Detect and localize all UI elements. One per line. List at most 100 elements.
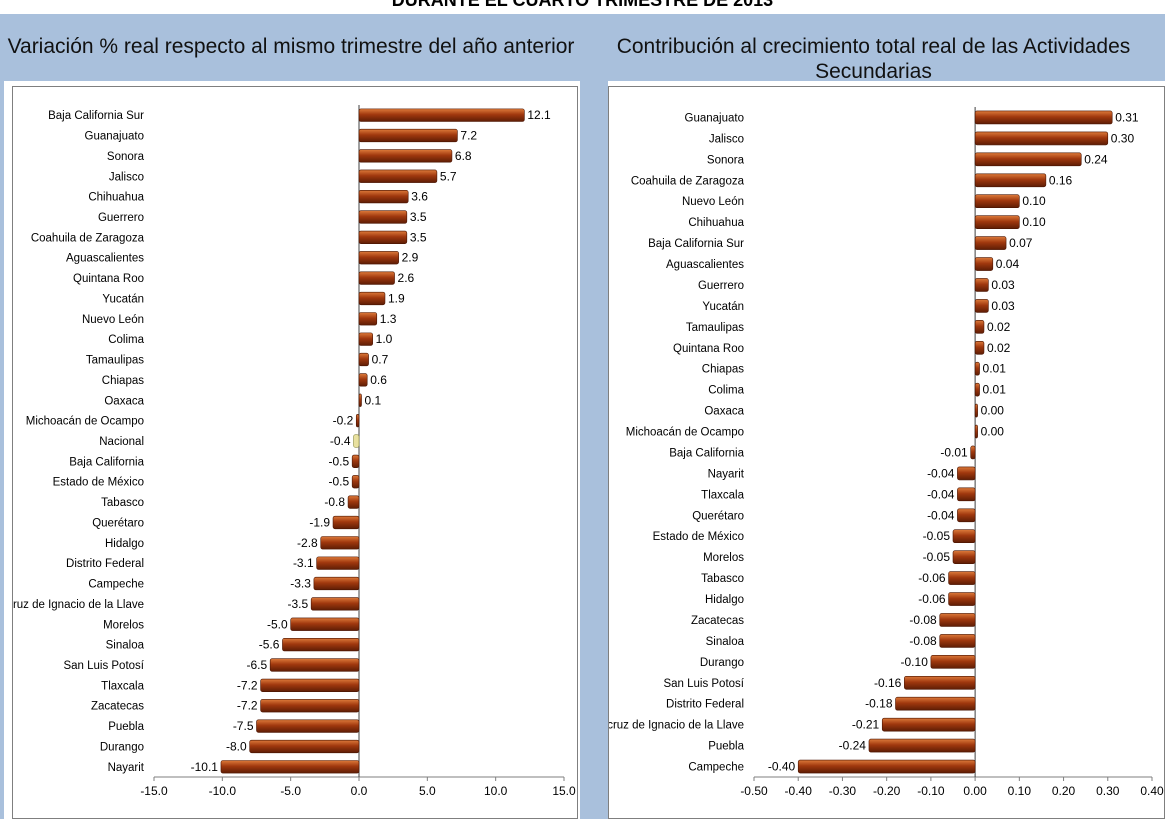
right-panel-header: Contribución al crecimiento total real d… xyxy=(582,14,1165,83)
variation-category-label-chihuahua: Chihuahua xyxy=(88,192,144,204)
contribution-data-label-san-luis-potosi: -0.16 xyxy=(874,676,902,690)
variation-category-label-nacional: Nacional xyxy=(99,436,144,448)
variation-category-label-zacatecas: Zacatecas xyxy=(91,701,144,713)
variation-bar-nuevo-leon xyxy=(358,312,378,326)
contribution-x-tick-label: -0.20 xyxy=(873,784,901,798)
contribution-category-label-oaxaca: Oaxaca xyxy=(704,406,744,418)
variation-bar-nacional xyxy=(353,434,360,448)
contribution-bar-yucatan xyxy=(974,299,989,313)
contribution-category-label-sonora: Sonora xyxy=(707,154,745,166)
right-panel-title: Contribución al crecimiento total real d… xyxy=(616,35,1131,83)
contribution-category-label-colima: Colima xyxy=(708,385,744,397)
contribution-bar-morelos xyxy=(952,550,976,564)
contribution-category-label-guanajuato: Guanajuato xyxy=(685,112,744,124)
variation-data-label-tlaxcala: -7.2 xyxy=(237,678,258,692)
contribution-bar-baja-california xyxy=(970,445,976,460)
contribution-data-label-oaxaca: 0.00 xyxy=(981,404,1005,418)
contribution-x-tick-label: -0.10 xyxy=(917,784,945,798)
contribution-x-tick-label: 0.00 xyxy=(963,784,987,798)
contribution-data-label-tlaxcala: -0.04 xyxy=(927,487,955,501)
contribution-category-label-distrito-federal: Distrito Federal xyxy=(666,699,744,711)
variation-data-label-guanajuato: 7.2 xyxy=(460,129,477,143)
contribution-data-label-colima: 0.01 xyxy=(983,383,1007,397)
variation-data-label-estado-de-mexico: -0.5 xyxy=(328,475,349,489)
contribution-data-label-campeche: -0.40 xyxy=(768,760,796,774)
contribution-bar-tlaxcala xyxy=(957,487,976,502)
variation-bar-campeche xyxy=(313,576,360,591)
contribution-category-label-puebla: Puebla xyxy=(708,741,744,753)
variation-category-label-estado-de-mexico: Estado de México xyxy=(53,477,144,489)
variation-data-label-sonora: 6.8 xyxy=(455,149,472,163)
left-panel-header: Variación % real respecto al mismo trime… xyxy=(0,14,582,81)
contribution-category-label-sinaloa: Sinaloa xyxy=(706,636,745,648)
contribution-data-label-guanajuato: 0.31 xyxy=(1115,110,1139,124)
variation-bar-sinaloa xyxy=(282,638,360,652)
variation-data-label-durango: -8.0 xyxy=(226,739,247,753)
contribution-bar-aguascalientes xyxy=(974,257,994,271)
contribution-bar-jalisco xyxy=(974,131,1109,146)
contribution-category-label-baja-california-sur: Baja California Sur xyxy=(648,238,744,250)
contribution-data-label-quintana-roo: 0.02 xyxy=(987,341,1011,355)
variation-x-tick-label: -15.0 xyxy=(140,784,168,798)
variation-data-label-distrito-federal: -3.1 xyxy=(293,556,314,570)
contribution-bar-durango xyxy=(930,655,976,669)
contribution-bar-coahuila-de-zaragoza xyxy=(974,173,1047,188)
variation-category-label-puebla: Puebla xyxy=(108,721,144,733)
variation-category-label-sinaloa: Sinaloa xyxy=(106,640,145,652)
variation-category-label-morelos: Morelos xyxy=(103,619,144,631)
variation-data-label-veracruz-de-ignacio-de-la-llave: -3.5 xyxy=(287,597,308,611)
contribution-category-label-tlaxcala: Tlaxcala xyxy=(701,489,744,501)
contribution-data-label-guerrero: 0.03 xyxy=(991,278,1015,292)
contribution-category-label-michoacan-de-ocampo: Michoacán de Ocampo xyxy=(626,427,744,439)
contribution-category-label-aguascalientes: Aguascalientes xyxy=(666,259,744,271)
contribution-data-label-durango: -0.10 xyxy=(901,655,929,669)
variation-data-label-nayarit: -10.1 xyxy=(191,760,219,774)
variation-data-label-zacatecas: -7.2 xyxy=(237,699,258,713)
contribution-data-label-nuevo-leon: 0.10 xyxy=(1022,194,1046,208)
variation-bar-colima xyxy=(358,332,373,346)
banner-title: DURANTE EL CUARTO TRIMESTRE DE 2013 xyxy=(391,0,774,10)
contribution-x-tick-label: -0.30 xyxy=(829,784,857,798)
contribution-data-label-tabasco: -0.06 xyxy=(918,571,946,585)
contribution-data-label-aguascalientes: 0.04 xyxy=(996,257,1020,271)
contribution-data-label-nayarit: -0.04 xyxy=(927,466,955,480)
contribution-category-label-durango: Durango xyxy=(700,657,744,669)
variation-bar-puebla xyxy=(256,719,360,733)
variation-data-label-chiapas: 0.6 xyxy=(370,373,387,387)
variation-bar-coahuila-de-zaragoza xyxy=(358,230,408,244)
variation-data-label-yucatan: 1.9 xyxy=(388,291,405,305)
variation-bar-aguascalientes xyxy=(358,251,399,265)
variation-data-label-sinaloa: -5.6 xyxy=(259,638,280,652)
contribution-bar-oaxaca xyxy=(974,403,978,418)
variation-data-label-coahuila-de-zaragoza: 3.5 xyxy=(410,230,427,244)
contribution-category-label-tamaulipas: Tamaulipas xyxy=(686,322,744,334)
variation-bar-chihuahua xyxy=(358,190,409,204)
variation-bar-distrito-federal xyxy=(316,556,360,570)
contribution-data-label-zacatecas: -0.08 xyxy=(909,613,937,627)
variation-category-label-michoacan-de-ocampo: Michoacán de Ocampo xyxy=(26,416,144,428)
contribution-bar-chart: -0.50 -0.40 -0.30 -0.20 -0.10 0.00 0.10 0.20 0.3… xyxy=(609,107,1164,798)
variation-data-label-colima: 1.0 xyxy=(376,332,393,346)
contribution-bar-quintana-roo xyxy=(974,340,985,355)
contribution-category-label-queretaro: Querétaro xyxy=(692,510,744,522)
variation-category-label-tamaulipas: Tamaulipas xyxy=(86,355,144,367)
variation-category-label-quintana-roo: Quintana Roo xyxy=(73,273,144,285)
variation-bar-estado-de-mexico xyxy=(351,475,360,489)
contribution-category-label-chihuahua: Chihuahua xyxy=(688,217,744,229)
contribution-x-tick-label: 0.10 xyxy=(1008,784,1032,798)
variation-bar-chiapas xyxy=(358,373,368,387)
variation-category-label-aguascalientes: Aguascalientes xyxy=(66,253,144,265)
variation-bar-sonora xyxy=(358,149,453,163)
contribution-x-tick-label: 0.40 xyxy=(1140,784,1164,798)
variation-data-label-jalisco: 5.7 xyxy=(440,169,457,183)
contribution-category-label-baja-california: Baja California xyxy=(669,447,744,459)
variation-bar-quintana-roo xyxy=(358,271,395,285)
contribution-bar-tabasco xyxy=(948,571,976,585)
contribution-data-label-queretaro: -0.04 xyxy=(927,508,955,522)
variation-data-label-oaxaca: 0.1 xyxy=(365,393,382,407)
contribution-category-label-quintana-roo: Quintana Roo xyxy=(673,343,744,355)
contribution-bar-tamaulipas xyxy=(974,320,985,334)
contribution-bar-michoacan-de-ocampo xyxy=(974,424,978,439)
variation-data-label-quintana-roo: 2.6 xyxy=(398,271,415,285)
contribution-category-label-san-luis-potosi: San Luis Potosí xyxy=(663,678,744,690)
